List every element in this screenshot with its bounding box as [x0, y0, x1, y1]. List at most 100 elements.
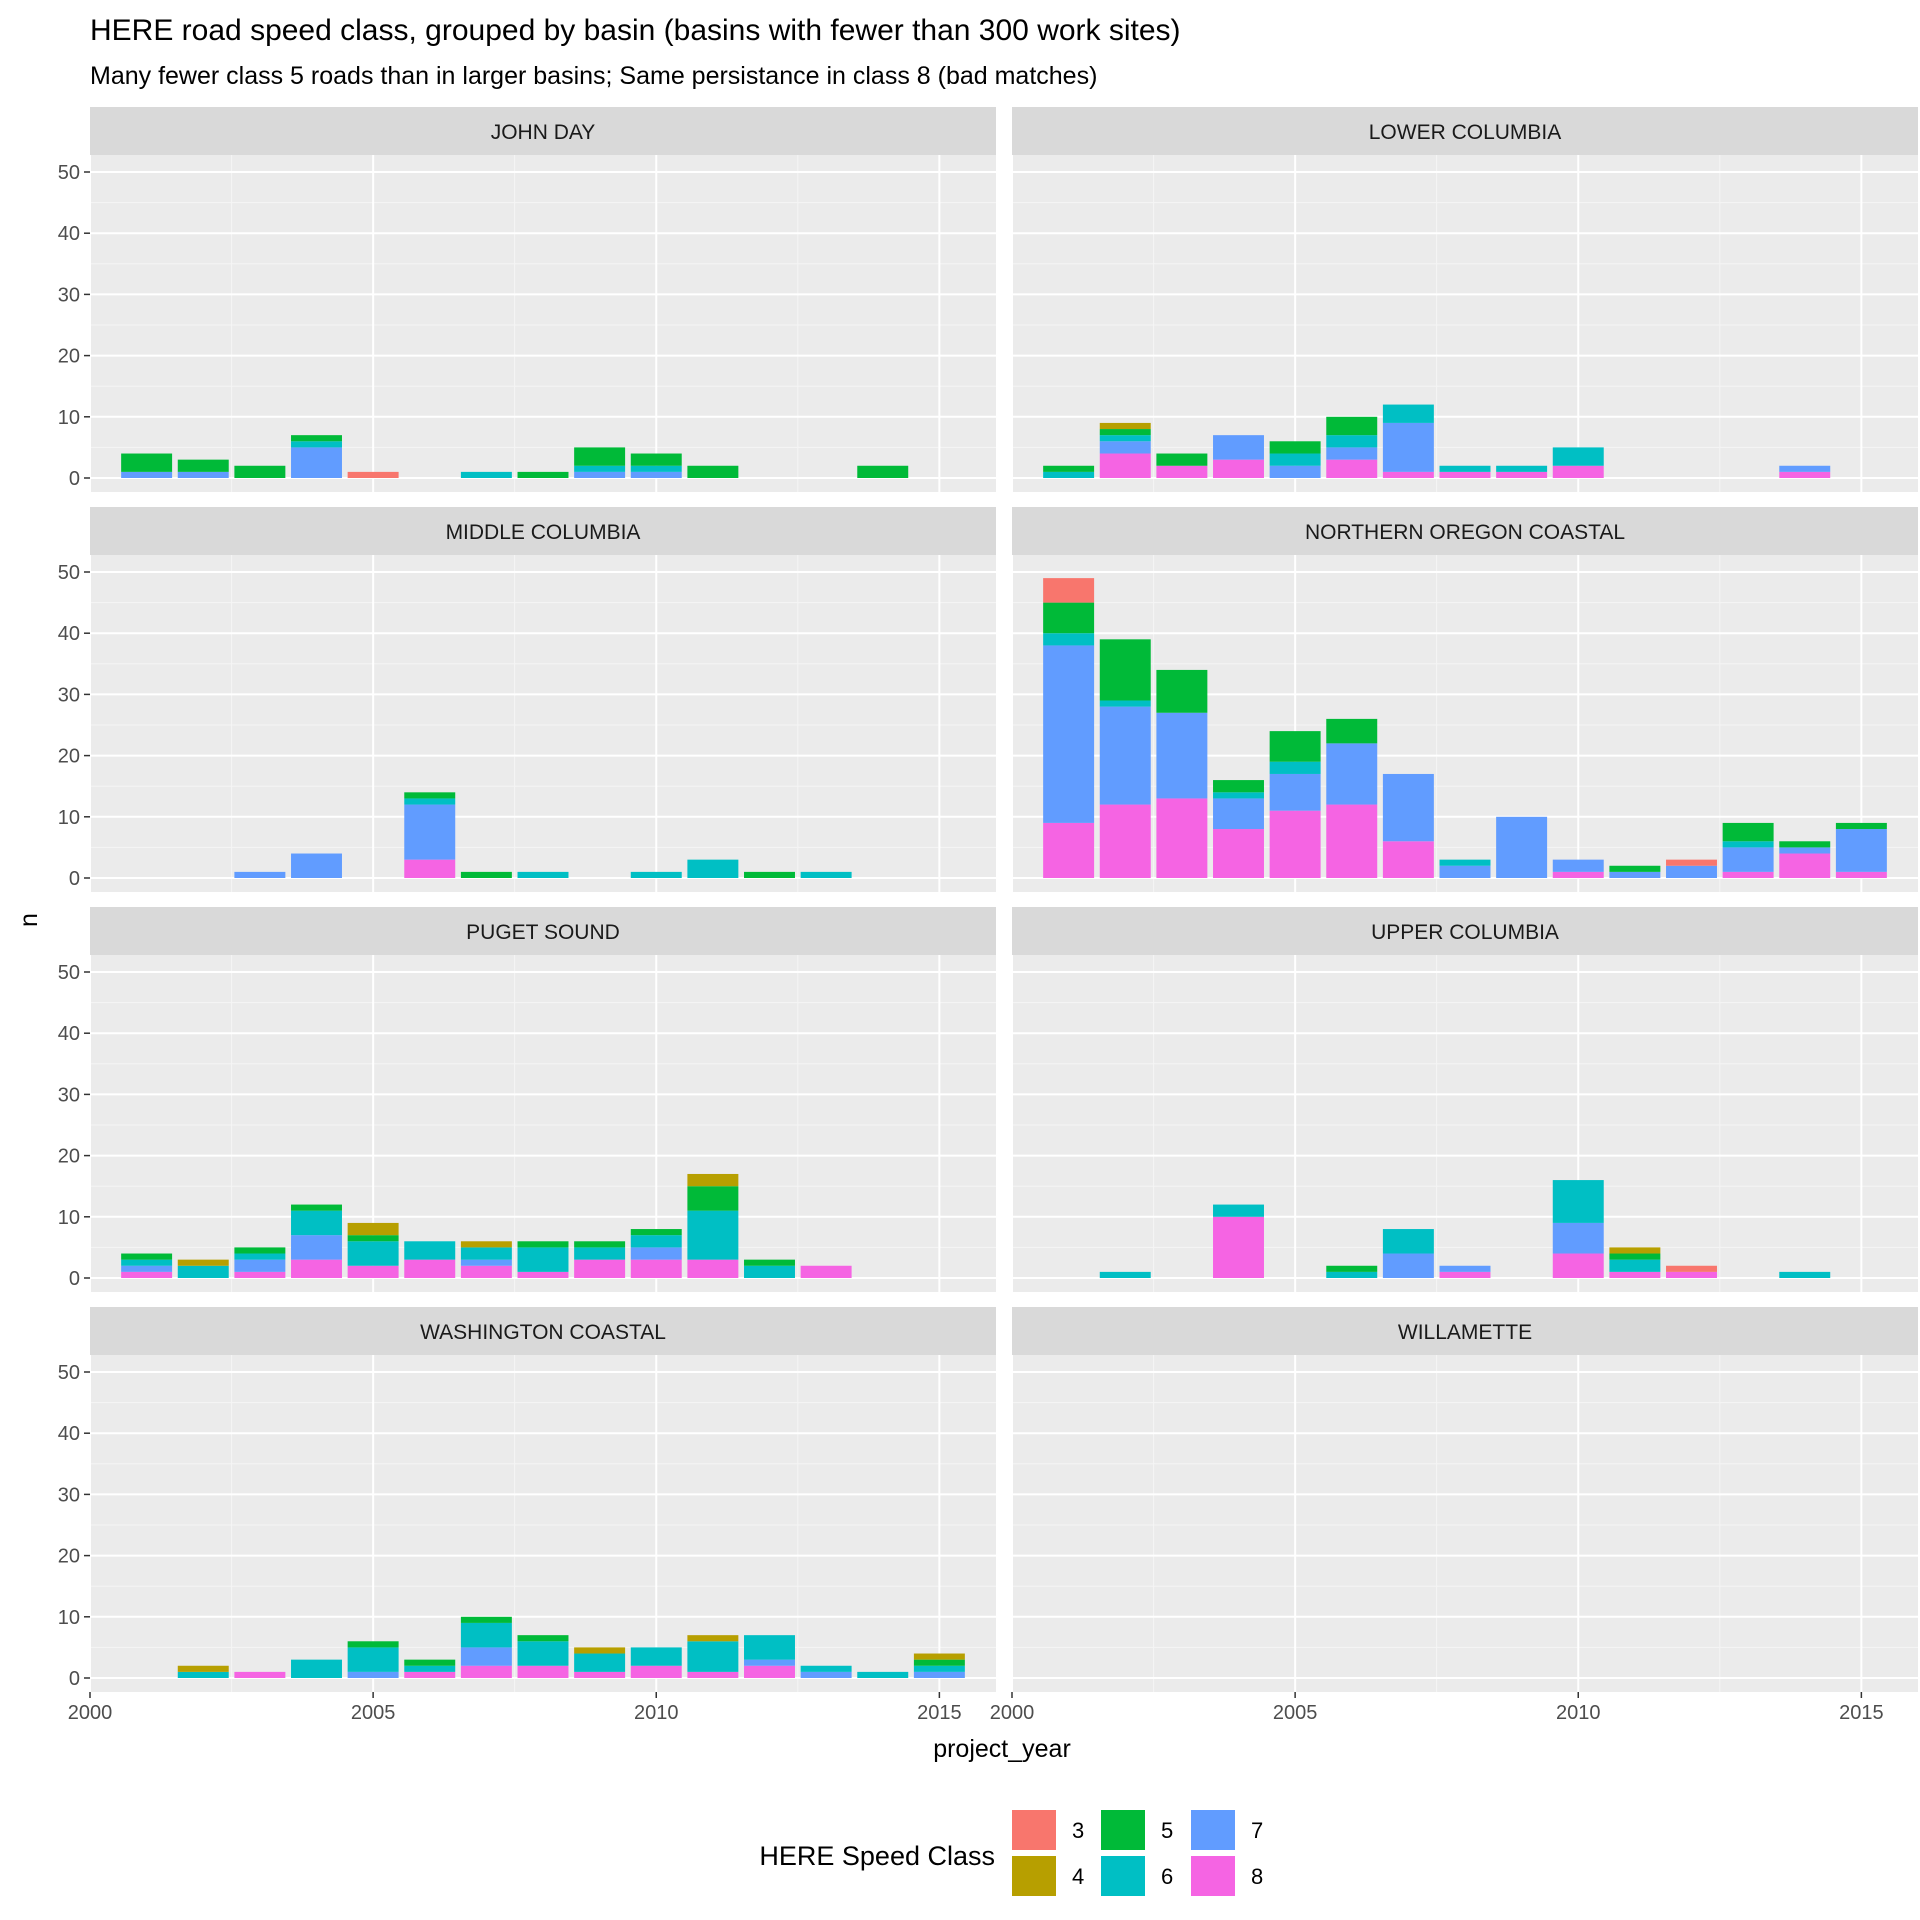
bar-segment-2002-class-8: [1099, 453, 1151, 478]
bar-segment-2008-class-8: [517, 1665, 569, 1678]
bar-segment-2004-class-7: [291, 1235, 342, 1260]
bar-segment-2003-class-5: [1156, 669, 1208, 713]
bar-segment-2007-class-7: [1382, 422, 1434, 472]
legend-key: [1191, 1856, 1235, 1896]
bar-segment-2006-class-5: [1326, 1265, 1378, 1272]
bar-segment-2006-class-8: [1326, 804, 1378, 878]
bar-segment-2010-class-8: [1552, 465, 1604, 478]
bar-segment-2006-class-6: [404, 798, 456, 805]
bar-segment-2011-class-5: [687, 465, 739, 478]
legend: HERE Speed Class 3 4 5 6 7 8: [759, 1810, 1263, 1896]
bar-segment-2009-class-8: [1496, 471, 1548, 478]
panel-washington-coastal: WASHINGTON COASTAL 0 10 20 30 40 50 2000 2005 201…: [58, 1307, 996, 1724]
bar-segment-2004-class-7: [1213, 435, 1264, 460]
panel-background: [1012, 1355, 1918, 1692]
bars: [177, 1616, 965, 1678]
legend-item-class-6: 6: [1101, 1856, 1173, 1896]
bar-segment-2011-class-6: [687, 1641, 739, 1672]
bar-segment-2002-class-4: [177, 1259, 229, 1266]
bar-segment-2007-class-5: [460, 1616, 512, 1623]
bar-segment-2009-class-6: [574, 465, 626, 472]
bar-segment-2006-class-5: [1326, 718, 1378, 744]
x-axis: 2000 2005 2010 2015: [990, 1692, 1884, 1724]
bar-segment-2007-class-6: [460, 471, 512, 478]
bar-segment-2004-class-6: [1213, 1204, 1264, 1217]
bar-segment-2007-class-7: [1382, 773, 1434, 842]
facet-label: UPPER COLUMBIA: [1371, 921, 1559, 944]
y-tick-label: 30: [58, 1484, 80, 1506]
x-tick-label: 2015: [1839, 1702, 1884, 1724]
bar-segment-2007-class-5: [460, 871, 512, 878]
legend-label: 5: [1161, 1818, 1173, 1843]
bar-segment-2008-class-8: [1439, 471, 1491, 478]
x-tick-label: 2005: [1273, 1702, 1318, 1724]
facet-strip: [1012, 1307, 1918, 1355]
bar-segment-2008-class-6: [517, 1247, 569, 1272]
bar-segment-2004-class-8: [1213, 459, 1264, 478]
bar-segment-2001-class-8: [1043, 822, 1095, 878]
y-tick-label: 40: [58, 1423, 80, 1445]
bar-segment-2014-class-8: [1779, 853, 1831, 878]
bar-segment-2006-class-5: [1326, 416, 1378, 436]
legend-label: 6: [1161, 1864, 1173, 1889]
bar-segment-2011-class-7: [1609, 871, 1661, 878]
gridlines: [1011, 1355, 1918, 1692]
x-tick-label: 2005: [351, 1702, 396, 1724]
bar-segment-2004-class-8: [1213, 1216, 1264, 1278]
x-tick-label: 2000: [68, 1702, 113, 1724]
bar-segment-2004-class-5: [291, 1204, 342, 1211]
bar-segment-2005-class-6: [1269, 453, 1321, 466]
chart-subtitle: Many fewer class 5 roads than in larger …: [90, 62, 1097, 90]
bar-segment-2013-class-7: [1722, 847, 1774, 872]
bars: [121, 435, 909, 478]
bar-segment-2008-class-6: [1439, 859, 1491, 866]
bar-segment-2012-class-7: [1666, 865, 1717, 878]
panel-northern-oregon-coastal: NORTHERN OREGON COASTAL: [1011, 507, 1918, 892]
bar-segment-2006-class-7: [1326, 743, 1378, 805]
bar-segment-2010-class-6: [1552, 447, 1604, 466]
bar-segment-2008-class-7: [1439, 865, 1491, 878]
bar-segment-2003-class-7: [234, 1259, 286, 1272]
bar-segment-2010-class-8: [1552, 1253, 1604, 1278]
bar-segment-2002-class-6: [177, 1265, 229, 1278]
panel-background: [1012, 955, 1918, 1292]
bar-segment-2012-class-5: [744, 1259, 795, 1266]
bar-segment-2012-class-6: [744, 1635, 795, 1660]
bars: [1099, 1180, 1831, 1278]
bar-segment-2010-class-6: [630, 1647, 682, 1666]
bar-segment-2007-class-8: [460, 1265, 512, 1278]
x-tick-label: 2000: [990, 1702, 1035, 1724]
bar-segment-2009-class-4: [574, 1647, 626, 1654]
bar-segment-2010-class-8: [630, 1259, 682, 1278]
bar-segment-2007-class-7: [460, 1259, 512, 1266]
bar-segment-2009-class-6: [1496, 465, 1548, 472]
bar-segment-2002-class-7: [1099, 706, 1151, 805]
bar-segment-2003-class-8: [1156, 798, 1208, 878]
bar-segment-2012-class-8: [744, 1665, 795, 1678]
legend-key: [1191, 1810, 1235, 1850]
bar-segment-2008-class-8: [517, 1271, 569, 1278]
bar-segment-2005-class-4: [347, 1222, 399, 1236]
bar-segment-2008-class-5: [517, 1635, 569, 1642]
bar-segment-2007-class-6: [1382, 1229, 1434, 1254]
bar-segment-2015-class-6: [913, 1665, 965, 1672]
bar-segment-2011-class-4: [1609, 1247, 1661, 1254]
bar-segment-2012-class-8: [1666, 1271, 1717, 1278]
bar-segment-2012-class-5: [744, 871, 795, 878]
facet-strip: [1012, 507, 1918, 555]
y-axis-title: n: [15, 913, 43, 927]
bar-segment-2007-class-6: [460, 1622, 512, 1648]
bar-segment-2015-class-7: [1835, 829, 1887, 872]
y-tick-label: 30: [58, 284, 80, 306]
y-tick-label: 20: [58, 346, 80, 368]
bar-segment-2001-class-5: [1043, 465, 1095, 472]
y-axis: 0 10 20 30 40 50: [58, 1362, 90, 1690]
bar-segment-2011-class-4: [687, 1635, 739, 1642]
bar-segment-2013-class-8: [1722, 871, 1774, 878]
bar-segment-2006-class-6: [404, 1665, 456, 1672]
bar-segment-2010-class-7: [1552, 1222, 1604, 1254]
x-axis-title: project_year: [933, 1735, 1071, 1763]
bar-segment-2001-class-5: [121, 453, 173, 472]
bar-segment-2003-class-8: [234, 1671, 286, 1678]
gridlines: [89, 955, 996, 1292]
